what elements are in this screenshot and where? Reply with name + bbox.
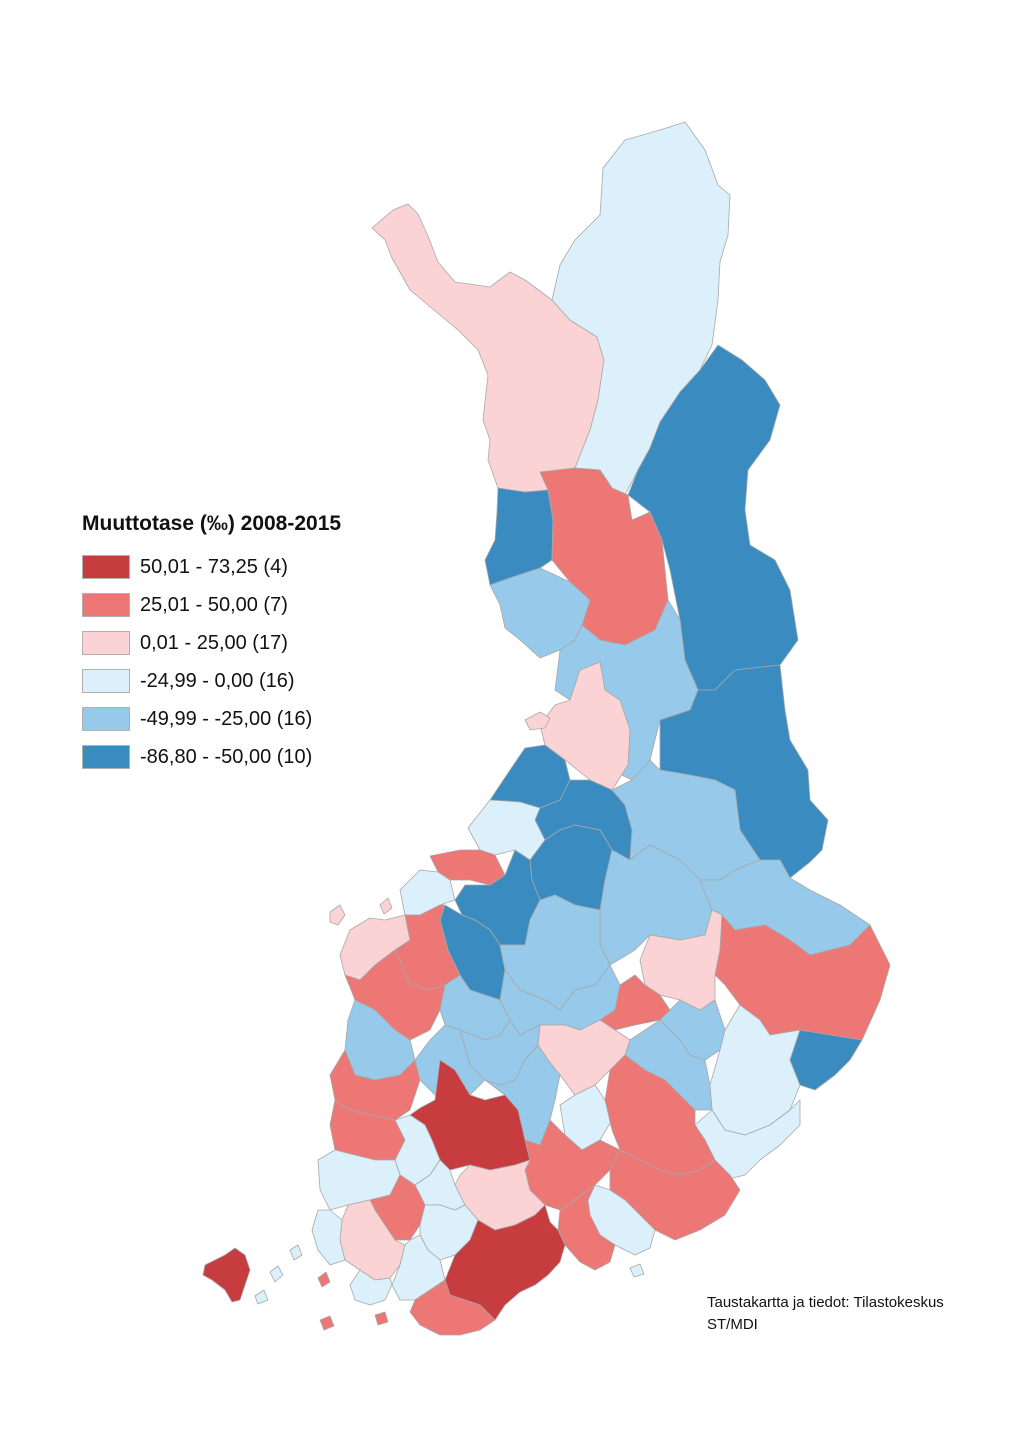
legend-title: Muuttotase (‰) 2008-2015: [82, 512, 342, 535]
source-line: Taustakartta ja tiedot: Tilastokeskus: [707, 1294, 944, 1311]
island-hailuoto: [524, 711, 551, 731]
island-archipelago-6: [374, 1311, 389, 1326]
region-raahe: [489, 744, 571, 809]
region-aland: [202, 1247, 251, 1303]
legend-item: 25,01 - 50,00 (7): [82, 586, 402, 624]
region-hanko: [349, 1269, 393, 1306]
legend-swatch: [82, 707, 130, 731]
island-archipelago-7: [629, 1263, 645, 1278]
source-line: ST/MDI: [707, 1316, 758, 1333]
region-raasepori: [391, 1234, 446, 1301]
region-lapland-northwest: [371, 203, 605, 493]
legend-item: -49,99 - -25,00 (16): [82, 700, 402, 738]
legend-label: -49,99 - -25,00 (16): [140, 707, 313, 730]
legend-swatch: [82, 593, 130, 617]
legend-item: 50,01 - 73,25 (4): [82, 548, 402, 586]
region-lapland-northeast: [551, 121, 731, 496]
legend-swatch: [82, 745, 130, 769]
legend-item: -86,80 - -50,00 (10): [82, 738, 402, 776]
legend-swatch: [82, 631, 130, 655]
island-archipelago-5: [319, 1315, 335, 1331]
legend-label: 0,01 - 25,00 (17): [140, 631, 288, 654]
island-quark-1: [329, 904, 346, 926]
legend-label: 50,01 - 73,25 (4): [140, 555, 288, 578]
island-archipelago-1: [269, 1265, 284, 1283]
region-pargas: [311, 1209, 346, 1266]
island-archipelago-2: [289, 1244, 303, 1261]
island-archipelago-4: [254, 1289, 269, 1305]
legend-swatch: [82, 555, 130, 579]
region-lohja: [409, 1279, 496, 1336]
legend-item: -24,99 - 0,00 (16): [82, 662, 402, 700]
island-quark-2: [379, 897, 393, 915]
island-archipelago-3: [317, 1271, 331, 1288]
legend-label: 25,01 - 50,00 (7): [140, 593, 288, 616]
map-legend: Muuttotase (‰) 2008-2015 50,01 - 73,25 (…: [82, 512, 402, 776]
legend-label: -86,80 - -50,00 (10): [140, 745, 313, 768]
region-parikkala: [789, 1029, 863, 1091]
legend-swatch: [82, 669, 130, 693]
region-pieksamaki: [599, 974, 671, 1031]
legend-label: -24,99 - 0,00 (16): [140, 669, 295, 692]
source-note: Taustakartta ja tiedot: Tilastokeskus ST…: [707, 1292, 944, 1336]
legend-item: 0,01 - 25,00 (17): [82, 624, 402, 662]
